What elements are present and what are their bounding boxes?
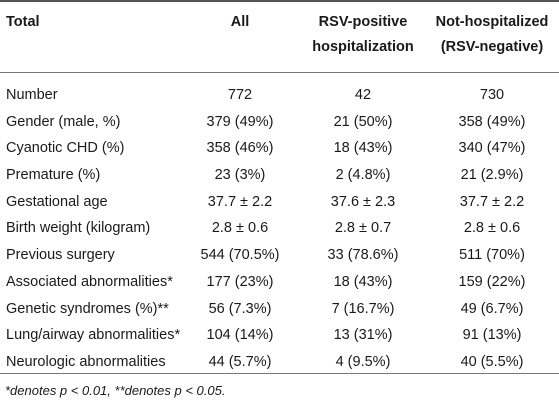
cell-all: 379 (49%) <box>206 113 274 130</box>
table-row: Genetic syndromes (%)** 56 (7.3%) 7 (16.7%… <box>0 296 559 323</box>
cell-not-hospitalized: 21 (2.9%) <box>460 167 524 184</box>
cell-rsv-positive: 2 (4.8%) <box>335 167 391 184</box>
table-row: Number 772 42 730 <box>0 82 559 109</box>
row-label: Previous surgery <box>6 247 115 264</box>
cell-rsv-positive: 42 <box>354 87 372 103</box>
table-row: Premature (%) 23 (3%) 2 (4.8%) 21 (2.9%) <box>0 162 559 189</box>
cell-all: 37.7 ± 2.2 <box>207 193 273 210</box>
cell-rsv-positive: 21 (50%) <box>333 113 393 130</box>
row-label: Gender (male, %) <box>6 113 121 130</box>
row-label: Cyanotic CHD (%) <box>6 140 125 157</box>
cell-not-hospitalized: 159 (22%) <box>458 273 526 290</box>
cell-all: 772 <box>227 87 253 103</box>
cell-all: 2.8 ± 0.6 <box>211 220 269 237</box>
cell-not-hospitalized: 730 <box>479 87 505 103</box>
row-label: Gestational age <box>6 193 108 210</box>
table-row: Gestational age 37.7 ± 2.2 37.6 ± 2.3 37.7 … <box>0 189 559 216</box>
cell-rsv-positive: 13 (31%) <box>333 327 393 344</box>
cell-not-hospitalized: 91 (13%) <box>462 327 522 344</box>
cell-rsv-positive: 37.6 ± 2.3 <box>330 193 396 210</box>
cell-rsv-positive: 7 (16.7%) <box>331 300 395 317</box>
row-label: Lung/airway abnormalities* <box>6 327 181 344</box>
row-label: Neurologic abnormalities <box>6 353 166 370</box>
cell-all: 56 (7.3%) <box>208 300 272 317</box>
header-rsv-line1: RSV-positive <box>318 14 408 30</box>
cell-not-hospitalized: 37.7 ± 2.2 <box>459 193 525 210</box>
cell-all: 44 (5.7%) <box>208 353 272 370</box>
row-label: Birth weight (kilogram) <box>6 220 151 237</box>
table-row: Gender (male, %) 379 (49%) 21 (50%) 358 (49… <box>0 109 559 136</box>
cell-not-hospitalized: 40 (5.5%) <box>460 353 524 370</box>
row-label: Number <box>6 87 58 103</box>
table-footnote: *denotes p < 0.01, **denotes p < 0.05. <box>5 383 226 398</box>
table-row: Lung/airway abnormalities* 104 (14%) 13 (3… <box>0 322 559 349</box>
cell-not-hospitalized: 340 (47%) <box>458 140 526 157</box>
header-rsv-positive: RSV-positive hospitalization <box>300 10 426 60</box>
cell-all: 104 (14%) <box>206 327 274 344</box>
header-not-hospitalized: Not-hospitalized (RSV-negative) <box>424 10 559 60</box>
table-row: Previous surgery 544 (70.5%) 33 (78.6%) 511… <box>0 242 559 269</box>
header-rsv-line2: hospitalization <box>312 39 414 55</box>
table-row: Cyanotic CHD (%) 358 (46%) 18 (43%) 340 (47… <box>0 135 559 162</box>
cell-not-hospitalized: 49 (6.7%) <box>460 300 524 317</box>
table-header-rule <box>0 72 559 73</box>
table-row: Birth weight (kilogram) 2.8 ± 0.6 2.8 ± 0.… <box>0 215 559 242</box>
cell-rsv-positive: 18 (43%) <box>333 140 393 157</box>
cell-all: 23 (3%) <box>214 167 266 184</box>
cell-rsv-positive: 2.8 ± 0.7 <box>334 220 392 237</box>
table-row: Neurologic abnormalities 44 (5.7%) 4 (9.5%… <box>0 349 559 376</box>
row-label: Premature (%) <box>6 167 101 184</box>
header-total: Total <box>6 14 40 30</box>
table-bottom-rule <box>0 373 559 374</box>
header-not-line2: (RSV-negative) <box>440 39 544 55</box>
cell-all: 177 (23%) <box>206 273 274 290</box>
cell-all: 544 (70.5%) <box>200 247 280 264</box>
cell-rsv-positive: 4 (9.5%) <box>335 353 391 370</box>
table-row: Associated abnormalities* 177 (23%) 18 (43… <box>0 269 559 296</box>
header-all: All <box>230 14 250 30</box>
cell-not-hospitalized: 358 (49%) <box>458 113 526 130</box>
cell-all: 358 (46%) <box>206 140 274 157</box>
row-label: Associated abnormalities* <box>6 273 173 290</box>
cell-not-hospitalized: 511 (70%) <box>459 247 525 264</box>
table-top-rule <box>0 0 559 2</box>
table-body: Number 772 42 730 Gender (male, %) 379 (49%) 2… <box>0 82 559 376</box>
row-label: Genetic syndromes (%)** <box>6 300 169 317</box>
header-not-line1: Not-hospitalized <box>435 14 549 30</box>
cell-rsv-positive: 18 (43%) <box>333 273 393 290</box>
cell-not-hospitalized: 2.8 ± 0.6 <box>463 220 521 237</box>
cell-rsv-positive: 33 (78.6%) <box>327 247 399 264</box>
